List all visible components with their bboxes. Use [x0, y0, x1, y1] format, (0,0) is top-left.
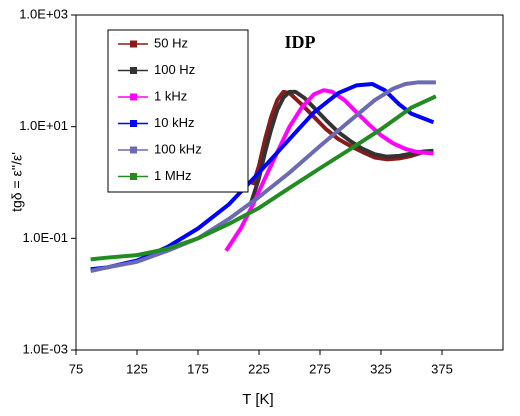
chart-title: IDP [285, 32, 316, 52]
y-tick-label: 1.0E+03 [19, 6, 68, 21]
y-tick-label: 1.0E-03 [22, 341, 68, 356]
legend-box [107, 29, 249, 193]
series-line [90, 80, 436, 273]
legend-label: 50 Hz [154, 35, 188, 50]
x-tick-label: 75 [69, 361, 83, 376]
series-line [250, 89, 434, 186]
legend-label: 1 MHz [154, 168, 192, 183]
series-line [248, 89, 434, 206]
x-tick-label: 325 [370, 361, 392, 376]
series-line [224, 88, 434, 252]
legend-marker [130, 146, 137, 154]
legend-marker [130, 93, 137, 101]
legend-marker [130, 120, 137, 127]
legend-marker [130, 40, 137, 48]
legend-label: 100 kHz [154, 141, 202, 156]
y-tick-label: 1.0E-01 [22, 230, 68, 245]
legend-label: 100 Hz [154, 62, 195, 77]
plot-area [75, 14, 504, 351]
x-axis-label: T [K] [242, 391, 273, 408]
x-tick-label: 225 [248, 361, 270, 376]
x-tick-label: 125 [126, 361, 148, 376]
legend-label: 1 kHz [154, 88, 187, 103]
x-tick-label: 375 [431, 361, 453, 376]
y-tick-label: 1.0E+01 [19, 118, 68, 133]
legend-label: 10 kHz [154, 115, 194, 130]
x-tick-label: 275 [309, 361, 331, 376]
legend-marker [130, 67, 137, 74]
legend-marker [130, 173, 137, 180]
x-tick-label: 175 [187, 361, 209, 376]
series-line [90, 94, 437, 262]
y-axis-label: tgδ = ε''/ε' [9, 152, 25, 212]
